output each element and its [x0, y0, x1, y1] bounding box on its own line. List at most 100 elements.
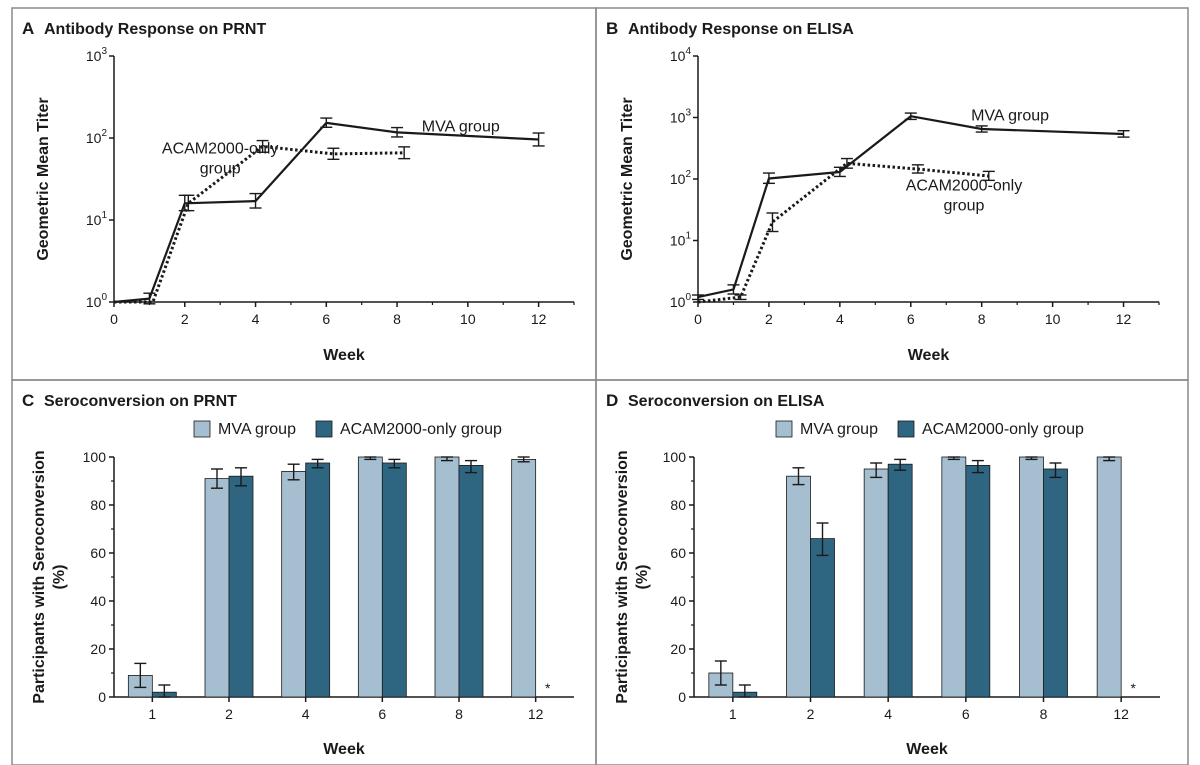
error-bar — [517, 456, 530, 463]
panel-c-plot: MVA group ACAM2000-only group 0 20 40 60 80 100… — [31, 420, 574, 758]
x-tick-label: 1 — [729, 706, 737, 722]
legend-swatch-acam2000 — [897, 420, 915, 438]
y-tick-label: 60 — [90, 545, 106, 561]
error-bar — [947, 456, 960, 461]
error-bar — [762, 172, 775, 185]
x-tick-label: 10 — [1045, 311, 1061, 327]
y-tick-label: 80 — [670, 497, 686, 513]
bar-acam2000-week-4 — [305, 462, 331, 698]
x-tick-label: 4 — [884, 706, 892, 722]
asterisk-note: * — [545, 680, 551, 696]
x-tick-label: 1 — [148, 706, 156, 722]
y-tick-label: 100 — [83, 449, 107, 465]
x-tick-label: 6 — [378, 706, 386, 722]
panel-d: D Seroconversion on ELISA MVA group ACAM2… — [595, 379, 1189, 765]
x-tick-label: 4 — [302, 706, 310, 722]
error-bar — [1117, 130, 1130, 138]
annotation-line: group — [200, 160, 241, 177]
y-tick-exponent: 3 — [685, 108, 691, 119]
error-bar — [692, 294, 704, 301]
y-tick-label: 80 — [90, 497, 106, 513]
x-tick-label: 8 — [978, 311, 986, 327]
error-bar — [391, 126, 404, 138]
error-bar — [727, 284, 740, 295]
error-bar — [364, 456, 377, 461]
y-tick-exponent: 4 — [685, 46, 691, 57]
y-tick-label: 0 — [678, 689, 686, 705]
x-tick-label: 10 — [460, 311, 476, 327]
panel-c: C Seroconversion on PRNT MVA group ACAM20… — [11, 379, 597, 765]
bar-mva-week-6 — [357, 456, 383, 698]
bar-acam2000-week-4 — [887, 463, 913, 698]
y-tick-label: 60 — [670, 545, 686, 561]
panel-d-title: Seroconversion on ELISA — [628, 393, 825, 410]
error-bar — [1103, 456, 1116, 462]
panel-a: A Antibody Response on PRNT 0 2 4 6 8 10 12100… — [11, 7, 597, 381]
error-bar — [311, 458, 324, 469]
y-tick-exponent: 0 — [685, 292, 691, 303]
legend-label-mva: MVA group — [218, 421, 296, 438]
y-axis-label-line: Participants with Seroconversion — [614, 450, 631, 703]
bar-acam2000-week-2 — [810, 538, 835, 698]
bar-acam2000-week-2 — [228, 475, 254, 698]
x-tick-label: 6 — [962, 706, 970, 722]
panel-b: B Antibody Response on ELISA 0 2 4 6 8 10 1210… — [595, 7, 1189, 381]
x-tick-label: 2 — [765, 311, 773, 327]
series-annotation-1: ACAM2000-only group — [162, 140, 279, 177]
x-tick-label: 8 — [1040, 706, 1048, 722]
annotation-line: group — [944, 198, 985, 215]
x-tick-label: 4 — [252, 311, 260, 327]
series-acam2000-line — [114, 144, 405, 304]
error-bar — [235, 467, 247, 487]
panel-b-title: Antibody Response on ELISA — [628, 21, 854, 38]
panel-a-letter: A — [22, 19, 34, 38]
asterisk-note: * — [1130, 680, 1136, 696]
series-acam2000-line — [697, 161, 989, 304]
error-bar — [971, 459, 984, 474]
x-axis-label: Week — [323, 741, 365, 758]
x-tick-label: 8 — [455, 706, 463, 722]
legend-label-mva: MVA group — [800, 421, 878, 438]
annotation-line: MVA group — [971, 107, 1049, 124]
bar-mva-week-12 — [1096, 456, 1122, 698]
error-bar — [734, 294, 747, 301]
y-tick-label: 40 — [90, 593, 106, 609]
legend-swatch-acam2000 — [315, 420, 333, 438]
legend: MVA group ACAM2000-only group — [193, 420, 502, 438]
y-tick-exponent: 2 — [101, 128, 107, 139]
error-bar — [287, 463, 300, 481]
x-tick-label: 2 — [181, 311, 189, 327]
y-tick-exponent: 3 — [101, 46, 107, 57]
error-bar — [870, 462, 883, 479]
error-bar — [894, 458, 907, 471]
bar-mva-week-6 — [941, 456, 967, 698]
y-axis-label: Participants with Seroconversion (%) — [31, 450, 68, 703]
legend: MVA group ACAM2000-only group — [775, 420, 1084, 438]
legend-swatch-mva — [193, 420, 211, 438]
y-axis-label: Participants with Seroconversion (%) — [614, 450, 651, 703]
y-tick-exponent: 1 — [685, 231, 691, 242]
error-bar — [134, 662, 147, 689]
bar-mva-week-8 — [1019, 456, 1044, 698]
panel-a-title: Antibody Response on PRNT — [44, 21, 266, 38]
error-bar — [1025, 456, 1038, 461]
error-bar — [327, 147, 340, 160]
x-tick-label: 12 — [1116, 311, 1132, 327]
x-tick-label: 0 — [110, 311, 118, 327]
x-tick-label: 4 — [836, 311, 844, 327]
error-bar — [211, 468, 223, 489]
panel-c-title: Seroconversion on PRNT — [44, 393, 237, 410]
x-tick-label: 6 — [322, 311, 330, 327]
y-axis-label-line: (%) — [634, 565, 651, 590]
panel-d-border — [595, 379, 1189, 765]
error-bar — [398, 146, 411, 160]
bar-mva-week-4 — [281, 470, 307, 698]
y-tick-label: 40 — [670, 593, 686, 609]
panel-d-letter: D — [606, 391, 618, 410]
error-bar — [388, 458, 401, 469]
y-tick-exponent: 1 — [101, 210, 107, 221]
y-tick-label: 100 — [663, 449, 687, 465]
panel-d-plot: MVA group ACAM2000-only group 0 20 40 60 80 100… — [614, 420, 1160, 758]
